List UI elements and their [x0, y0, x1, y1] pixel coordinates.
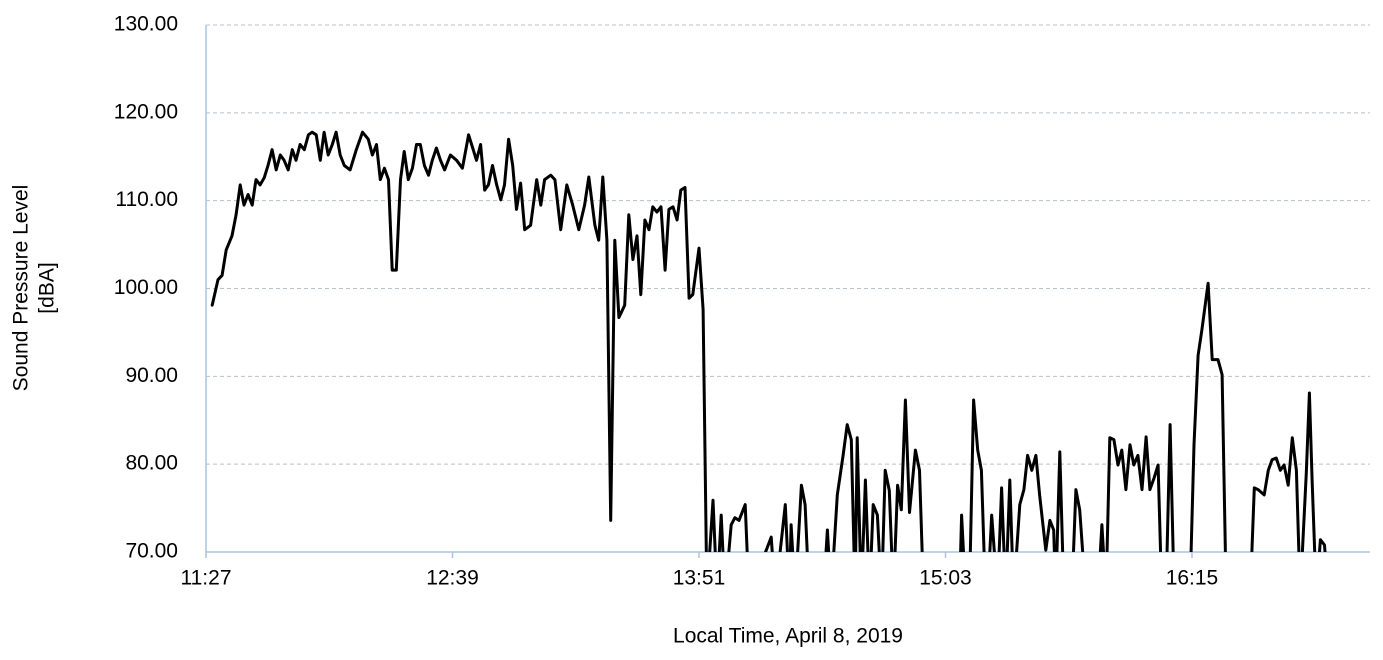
- y-tick-label: 90.00: [125, 364, 178, 387]
- y-axis-title: Sound Pressure Level: [10, 185, 33, 392]
- y-tick-label: 100.00: [114, 276, 178, 299]
- y-axis-title: [dBA]: [36, 262, 59, 313]
- x-tick-label: 16:15: [1166, 567, 1219, 590]
- y-tick-label: 130.00: [114, 13, 178, 36]
- x-tick-label: 13:51: [673, 567, 726, 590]
- x-axis-title: Local Time, April 8, 2019: [673, 625, 903, 648]
- y-tick-label: 80.00: [125, 452, 178, 475]
- x-tick-label: 12:39: [426, 567, 479, 590]
- y-tick-label: 110.00: [115, 188, 178, 211]
- x-tick-label: 15:03: [919, 567, 972, 590]
- y-tick-label: 120.00: [114, 100, 178, 123]
- y-tick-label: 70.00: [125, 540, 178, 563]
- data-line: [210, 130, 1327, 552]
- x-tick-label: 11:27: [181, 567, 232, 590]
